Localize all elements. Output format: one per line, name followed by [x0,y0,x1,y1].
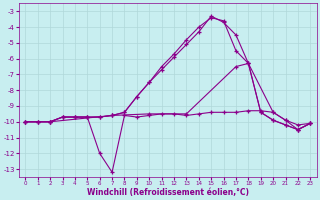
X-axis label: Windchill (Refroidissement éolien,°C): Windchill (Refroidissement éolien,°C) [87,188,249,197]
